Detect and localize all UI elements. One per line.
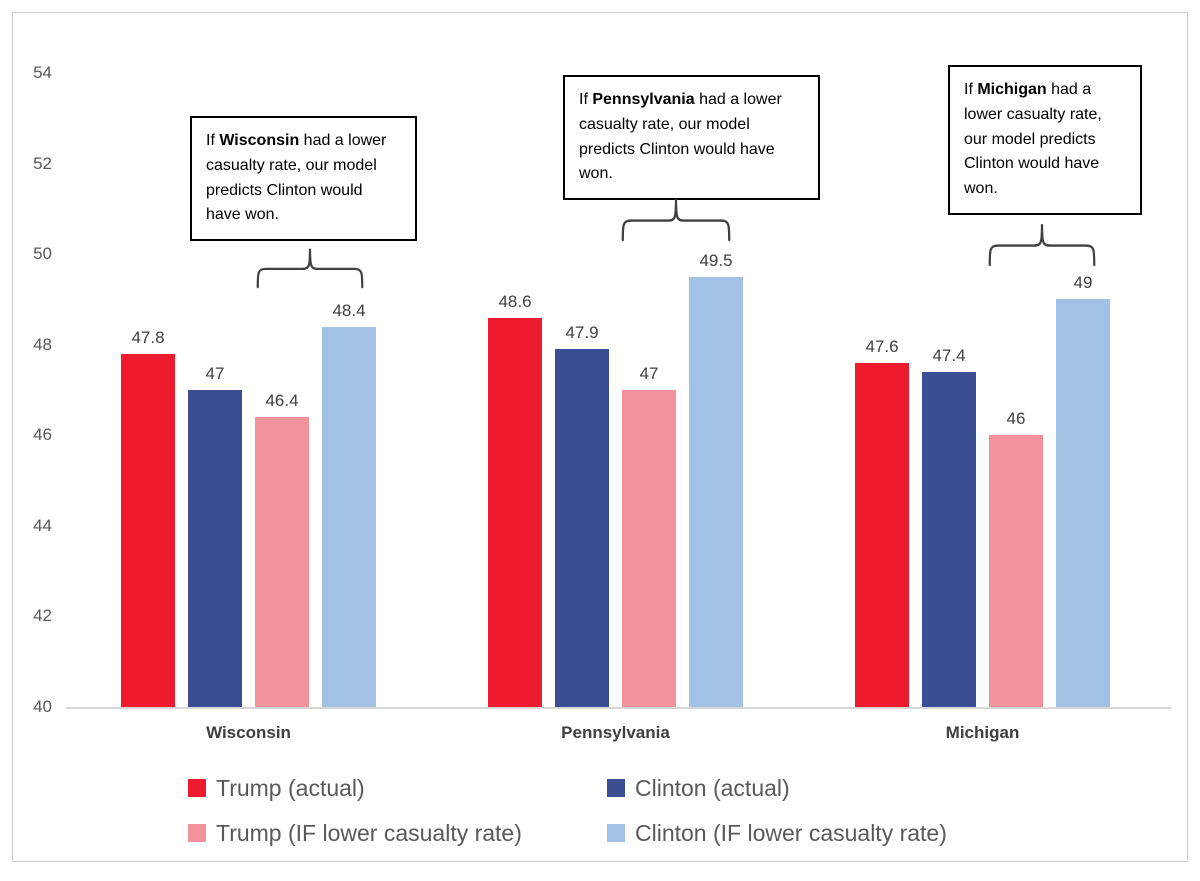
bar-pennsylvania-clinton-actual: 47.9 — [555, 323, 609, 707]
y-tick-label: 42 — [33, 606, 52, 626]
legend-item: Clinton (actual) — [607, 773, 947, 803]
bar-michigan-clinton-actual: 47.4 — [922, 346, 976, 707]
bar — [555, 349, 609, 707]
bar-pennsylvania-trump-if-lower-casualty-rate: 47 — [622, 364, 676, 707]
bar-group-wisconsin: 47.8 47 46.4 48.4 — [121, 73, 376, 707]
legend-swatch-icon — [188, 824, 206, 842]
y-axis: 40 42 44 46 48 50 52 54 — [22, 63, 52, 716]
bar-value-label: 47 — [639, 364, 659, 383]
y-tick-label: 52 — [33, 153, 52, 173]
bar — [188, 390, 242, 707]
bar-value-label: 47.8 — [131, 327, 165, 347]
bar — [255, 417, 309, 707]
category-label-pennsylvania: Pennsylvania — [561, 723, 670, 742]
brace-icon-michigan — [988, 224, 1096, 267]
plot-area: 47.8 47 46.4 48.4 Wisconsin 48.6 47.9 47 49.5 Pen… — [66, 73, 1171, 742]
bar-value-label: 46 — [1006, 409, 1026, 429]
category-label-michigan: Michigan — [945, 723, 1020, 742]
bar-pennsylvania-clinton-if-lower-casualty-rate: 49.5 — [689, 251, 743, 707]
brace-icon-wisconsin — [256, 248, 364, 289]
bar-group-pennsylvania: 48.6 47.9 47 49.5 — [488, 73, 743, 707]
annotation-text: If — [579, 91, 593, 108]
annotation-box-wisconsin: If Wisconsin had a lower casualty rate, … — [190, 116, 417, 242]
y-tick-label: 44 — [33, 515, 52, 535]
legend-swatch-icon — [607, 824, 625, 842]
bar — [855, 362, 909, 707]
y-tick-label: 50 — [33, 244, 52, 264]
legend-item: Trump (actual) — [188, 773, 607, 803]
annotation-text: had a lower casualty rate, our model pre… — [206, 132, 387, 224]
chart-container: 40 42 44 46 48 50 52 54 47.8 47 46.4 48.4 Wisconsin… — [12, 12, 1188, 862]
y-tick-label: 48 — [33, 334, 52, 354]
bar-group-michigan: 47.6 47.4 46 49 — [855, 73, 1110, 707]
bar — [121, 353, 175, 707]
legend-label: Trump (actual) — [216, 774, 365, 801]
bar-wisconsin-clinton-actual: 47 — [188, 364, 242, 707]
bar — [322, 326, 376, 707]
y-tick-label: 40 — [33, 697, 52, 716]
bar-value-label: 49.5 — [699, 250, 733, 270]
bar — [1056, 299, 1110, 707]
annotation-text: had a lower casualty rate, our model pre… — [579, 91, 782, 183]
y-tick-label: 46 — [33, 425, 52, 445]
bar-value-label: 47.9 — [565, 323, 599, 343]
bar — [689, 276, 743, 707]
bar-wisconsin-clinton-if-lower-casualty-rate: 48.4 — [322, 301, 376, 707]
annotation-text: If — [206, 132, 220, 149]
bar — [989, 435, 1043, 707]
bar — [922, 371, 976, 707]
legend-item: Trump (IF lower casualty rate) — [188, 818, 607, 848]
y-tick-label: 54 — [33, 63, 52, 82]
annotation-box-michigan: If Michigan had a lower casualty rate, o… — [948, 65, 1142, 215]
bar-value-label: 49 — [1073, 273, 1093, 293]
bar-value-label: 46.4 — [265, 391, 299, 411]
legend-swatch-icon — [188, 779, 206, 797]
bar-value-label: 48.4 — [332, 300, 366, 320]
brace-icon-pennsylvania — [621, 199, 731, 242]
legend-label: Clinton (IF lower casualty rate) — [635, 819, 947, 846]
annotation-text: had a lower casualty rate, our model pre… — [964, 81, 1102, 198]
bar-michigan-clinton-if-lower-casualty-rate: 49 — [1056, 273, 1110, 707]
legend-label: Trump (IF lower casualty rate) — [216, 819, 522, 846]
legend-swatch-icon — [607, 779, 625, 797]
category-label-wisconsin: Wisconsin — [206, 723, 291, 742]
legend-item: Clinton (IF lower casualty rate) — [607, 818, 947, 848]
legend-label: Clinton (actual) — [635, 774, 790, 801]
bar-wisconsin-trump-if-lower-casualty-rate: 46.4 — [255, 391, 309, 707]
bar-value-label: 47.6 — [865, 336, 899, 356]
annotation-box-pennsylvania: If Pennsylvania had a lower casualty rat… — [563, 75, 820, 201]
legend: Trump (actual) Clinton (actual) Trump (IF … — [188, 773, 947, 848]
annotation-state: Michigan — [977, 81, 1047, 98]
bar-value-label: 48.6 — [498, 291, 532, 311]
bar-wisconsin-trump-actual: 47.8 — [121, 328, 175, 707]
annotation-state: Wisconsin — [219, 132, 300, 149]
bar-value-label: 47 — [205, 364, 225, 383]
bar-pennsylvania-trump-actual: 48.6 — [488, 292, 542, 707]
bar — [488, 317, 542, 707]
bar — [622, 390, 676, 707]
annotation-text: If — [964, 81, 978, 98]
annotation-state: Pennsylvania — [592, 91, 695, 108]
bar-value-label: 47.4 — [932, 345, 966, 365]
bar-michigan-trump-actual: 47.6 — [855, 337, 909, 707]
bar-michigan-trump-if-lower-casualty-rate: 46 — [989, 409, 1043, 707]
